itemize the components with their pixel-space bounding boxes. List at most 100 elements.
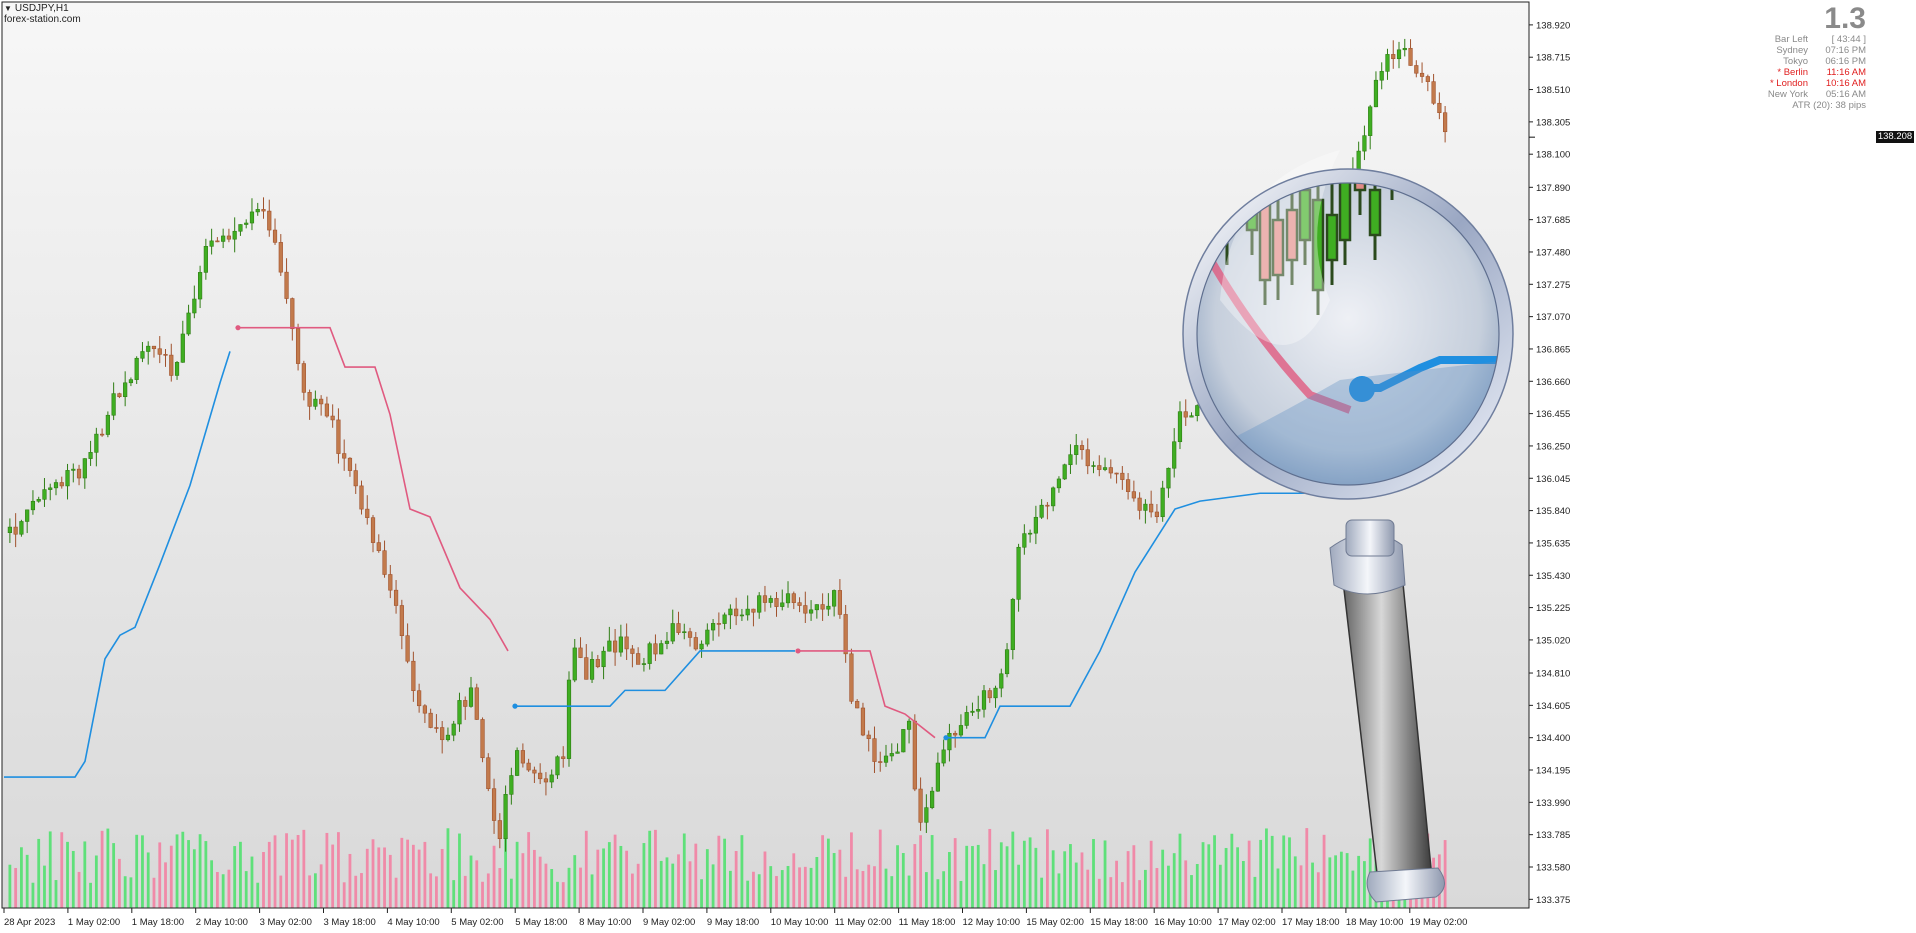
- volume-bar: [1161, 849, 1165, 908]
- x-tick-label: 1 May 18:00: [132, 917, 184, 928]
- price-axis[interactable]: 138.920 138.715 138.510 138.305 138.100 137.8…: [1529, 20, 1570, 906]
- volume-bar: [43, 865, 46, 908]
- candle-body: [411, 660, 416, 691]
- collapse-triangle-icon[interactable]: ▼: [4, 4, 12, 13]
- volume-bar: [936, 879, 940, 908]
- candle-body: [906, 720, 912, 730]
- volume-bar: [164, 862, 167, 908]
- candle-body: [1074, 445, 1079, 455]
- magnified-candle-body: [1271, 218, 1285, 277]
- candle-body: [1097, 465, 1102, 470]
- candle-body: [123, 382, 128, 398]
- volume-bar: [152, 877, 156, 908]
- volume-bar: [204, 841, 208, 908]
- candle-body: [53, 482, 59, 489]
- volume-bar: [538, 856, 542, 908]
- x-tick-label: 11 May 02:00: [835, 917, 892, 928]
- volume-bar: [815, 857, 819, 908]
- candle-body: [941, 749, 946, 764]
- candle-body: [912, 720, 917, 790]
- volume-bar: [636, 863, 640, 908]
- candle-body: [370, 517, 376, 543]
- volume-bar: [383, 847, 386, 908]
- candle-body: [457, 700, 462, 725]
- volume-bar: [1218, 864, 1222, 908]
- candle-body: [774, 598, 779, 607]
- volume-bar: [711, 864, 715, 908]
- volume-bar: [832, 853, 836, 908]
- candle-body: [808, 609, 814, 614]
- candle-body: [393, 589, 399, 606]
- candle-body: [255, 209, 260, 213]
- y-tick-label: 136.045: [1536, 474, 1570, 485]
- candle-body: [993, 687, 998, 699]
- info-row-value: [ 43:44 ]: [1831, 34, 1866, 45]
- x-tick-label: 5 May 02:00: [451, 917, 503, 928]
- volume-bar: [1259, 839, 1263, 908]
- candle-body: [261, 209, 266, 212]
- volume-bar: [948, 852, 951, 908]
- info-row-label: ATR (20): 38 pips: [1792, 100, 1866, 111]
- candle-body: [630, 648, 635, 654]
- candle-body: [555, 756, 560, 776]
- volume-bar: [400, 837, 404, 908]
- candle-body: [486, 757, 491, 789]
- volume-bar: [515, 841, 519, 908]
- candle-body: [134, 357, 139, 380]
- time-axis[interactable]: 28 Apr 2023 1 May 02:00 1 May 18:00 2 May 1…: [3, 908, 1467, 928]
- volume-bar: [1443, 840, 1447, 908]
- y-tick-label: 136.250: [1536, 441, 1570, 452]
- y-tick-label: 134.605: [1536, 701, 1570, 712]
- candle-body: [128, 379, 134, 384]
- info-row: ATR (20): 38 pips: [1696, 100, 1866, 111]
- volume-bar: [48, 831, 52, 908]
- volume-bar: [135, 834, 139, 908]
- volume-bar: [262, 852, 265, 908]
- chart-title[interactable]: ▼ USDJPY,H1 forex-station.com: [4, 3, 81, 25]
- candle-body: [111, 393, 116, 416]
- candle-body: [532, 769, 537, 774]
- candle-body: [572, 647, 577, 681]
- candle-body: [1362, 135, 1367, 152]
- volume-bar: [1011, 831, 1015, 908]
- candle-body: [59, 482, 64, 487]
- y-tick-label: 135.430: [1536, 571, 1570, 582]
- volume-bar: [475, 860, 479, 908]
- candle-body: [624, 636, 629, 650]
- volume-bar: [141, 835, 144, 908]
- candle-body: [1414, 65, 1419, 74]
- candle-body: [883, 755, 889, 763]
- volume-bar: [429, 873, 433, 908]
- volume-bar: [619, 845, 623, 908]
- volume-bar: [1051, 850, 1055, 908]
- candle-body: [981, 690, 987, 710]
- volume-bar: [838, 849, 842, 908]
- candle-body: [330, 415, 335, 421]
- volume-bar: [60, 832, 64, 908]
- volume-bar: [313, 873, 317, 908]
- volume-bar: [913, 844, 917, 908]
- candle-body: [930, 790, 935, 808]
- candle-body: [618, 636, 623, 653]
- volume-bar: [665, 857, 669, 908]
- candle-body: [676, 623, 681, 633]
- candle-body: [826, 605, 831, 610]
- volume-bar: [342, 882, 346, 908]
- x-tick-label: 4 May 10:00: [387, 917, 439, 928]
- magnified-flip-marker: [1349, 376, 1375, 402]
- candle-body: [215, 240, 220, 243]
- candle-body: [693, 637, 698, 650]
- x-tick-label: 17 May 02:00: [1218, 917, 1276, 928]
- candle-body: [313, 398, 318, 407]
- candle-body: [151, 345, 157, 350]
- volume-bar: [567, 867, 571, 908]
- volume-bar: [1270, 835, 1274, 908]
- candle-body: [1431, 81, 1436, 104]
- volume-bar: [821, 835, 825, 908]
- candle-body: [947, 732, 952, 751]
- volume-bar: [1074, 862, 1078, 908]
- candle-body: [451, 723, 456, 736]
- y-tick-label: 138.715: [1536, 53, 1570, 64]
